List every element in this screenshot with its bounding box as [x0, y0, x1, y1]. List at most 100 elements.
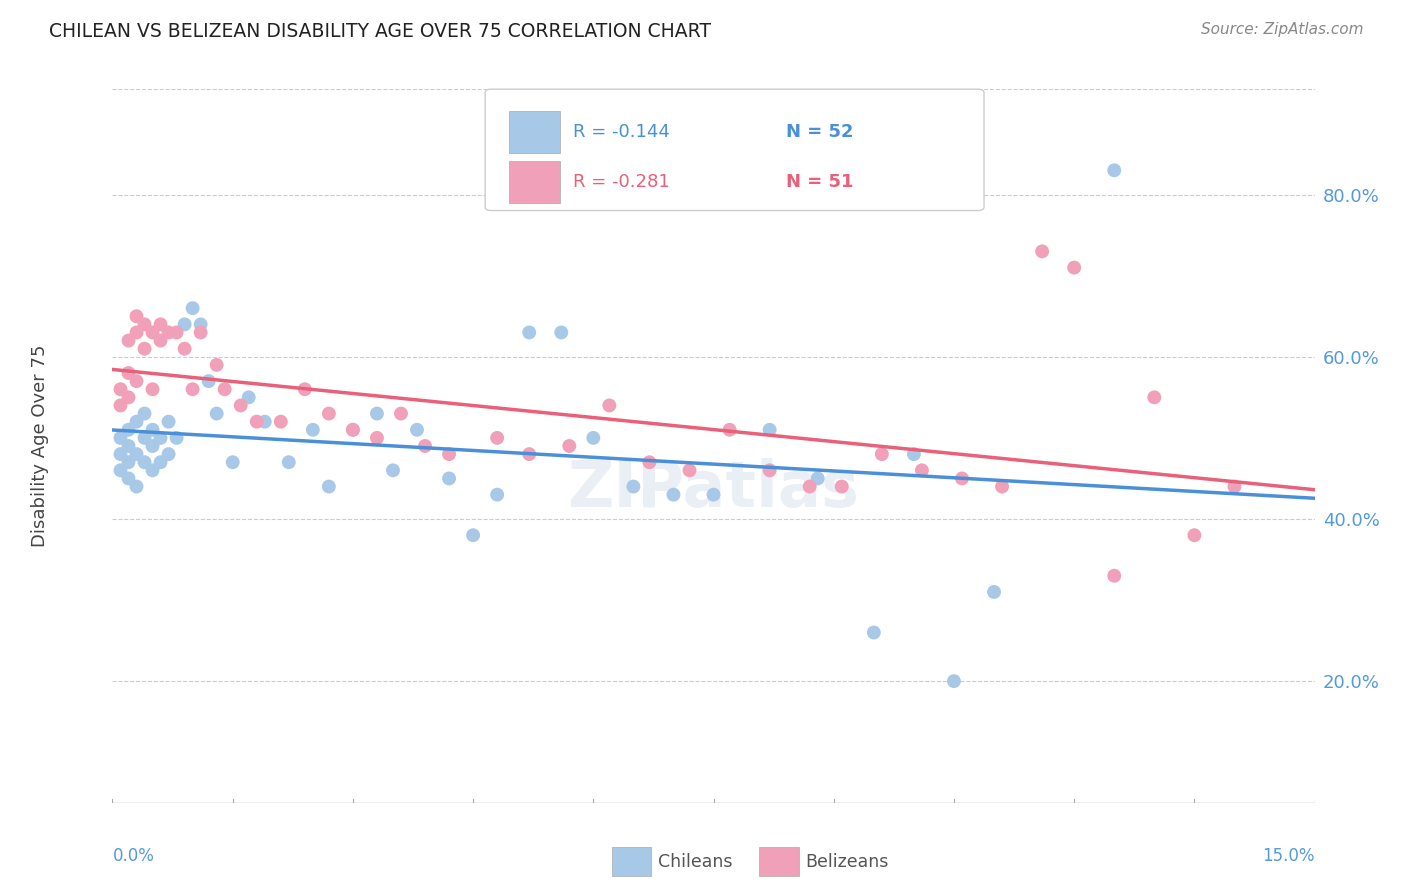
Point	[437, 447, 460, 461]
Point	[190, 326, 212, 340]
Point	[550, 326, 572, 340]
Point	[238, 390, 260, 404]
Point	[253, 415, 276, 429]
Point	[389, 407, 412, 421]
Point	[799, 479, 821, 493]
Point	[125, 326, 148, 340]
Point	[157, 447, 180, 461]
Point	[110, 382, 132, 396]
Text: CHILEAN VS BELIZEAN DISABILITY AGE OVER 75 CORRELATION CHART: CHILEAN VS BELIZEAN DISABILITY AGE OVER …	[49, 22, 711, 41]
Point	[117, 455, 139, 469]
Point	[1223, 479, 1246, 493]
Point	[302, 423, 325, 437]
Point	[117, 423, 139, 437]
Text: Disability Age Over 75: Disability Age Over 75	[31, 344, 49, 548]
Point	[181, 301, 204, 315]
Point	[1102, 568, 1125, 582]
Point	[110, 399, 132, 413]
Point	[437, 471, 460, 485]
Point	[277, 455, 299, 469]
Point	[149, 334, 172, 348]
Point	[125, 310, 148, 324]
Point	[270, 415, 292, 429]
Point	[598, 399, 620, 413]
Point	[366, 407, 388, 421]
Point	[117, 439, 139, 453]
Text: N = 51: N = 51	[786, 173, 853, 191]
Text: ZIPatlas: ZIPatlas	[568, 458, 859, 520]
Point	[134, 431, 156, 445]
Text: Source: ZipAtlas.com: Source: ZipAtlas.com	[1201, 22, 1364, 37]
Point	[214, 382, 236, 396]
Point	[517, 447, 540, 461]
Point	[205, 358, 228, 372]
Point	[141, 439, 163, 453]
Point	[517, 326, 540, 340]
Point	[942, 674, 965, 689]
Bar	[509, 161, 560, 203]
Point	[157, 415, 180, 429]
Point	[983, 585, 1005, 599]
Point	[461, 528, 484, 542]
Point	[173, 342, 195, 356]
Text: 0.0%: 0.0%	[112, 847, 155, 865]
Bar	[509, 111, 560, 153]
Text: Belizeans: Belizeans	[806, 853, 889, 871]
Point	[406, 423, 429, 437]
Point	[149, 431, 172, 445]
Point	[117, 334, 139, 348]
Point	[382, 463, 405, 477]
Point	[134, 455, 156, 469]
Text: R = -0.281: R = -0.281	[572, 173, 669, 191]
Point	[117, 366, 139, 380]
Point	[486, 488, 509, 502]
Point	[582, 431, 605, 445]
Point	[558, 439, 581, 453]
Point	[125, 374, 148, 388]
Point	[807, 471, 830, 485]
Point	[125, 447, 148, 461]
Point	[366, 431, 388, 445]
Point	[229, 399, 252, 413]
Point	[318, 479, 340, 493]
Point	[294, 382, 316, 396]
Point	[638, 455, 661, 469]
Point	[991, 479, 1014, 493]
Point	[1184, 528, 1206, 542]
Point	[718, 423, 741, 437]
Point	[141, 423, 163, 437]
Point	[863, 625, 886, 640]
Point	[157, 326, 180, 340]
Point	[678, 463, 700, 477]
Point	[125, 479, 148, 493]
Point	[342, 423, 364, 437]
Point	[141, 326, 163, 340]
Point	[1102, 163, 1125, 178]
Point	[903, 447, 925, 461]
Point	[1143, 390, 1166, 404]
Point	[205, 407, 228, 421]
Point	[831, 479, 853, 493]
FancyBboxPatch shape	[485, 89, 984, 211]
Point	[117, 471, 139, 485]
Point	[141, 463, 163, 477]
Point	[246, 415, 269, 429]
Point	[110, 463, 132, 477]
Point	[166, 431, 188, 445]
Point	[190, 318, 212, 332]
Point	[197, 374, 219, 388]
Point	[125, 415, 148, 429]
Point	[870, 447, 893, 461]
Point	[110, 431, 132, 445]
Point	[117, 390, 139, 404]
Point	[950, 471, 973, 485]
Point	[166, 326, 188, 340]
Text: 15.0%: 15.0%	[1263, 847, 1315, 865]
Point	[911, 463, 934, 477]
Point	[110, 447, 132, 461]
Point	[134, 407, 156, 421]
Point	[1031, 244, 1053, 259]
Point	[413, 439, 436, 453]
Point	[486, 431, 509, 445]
Point	[758, 423, 780, 437]
